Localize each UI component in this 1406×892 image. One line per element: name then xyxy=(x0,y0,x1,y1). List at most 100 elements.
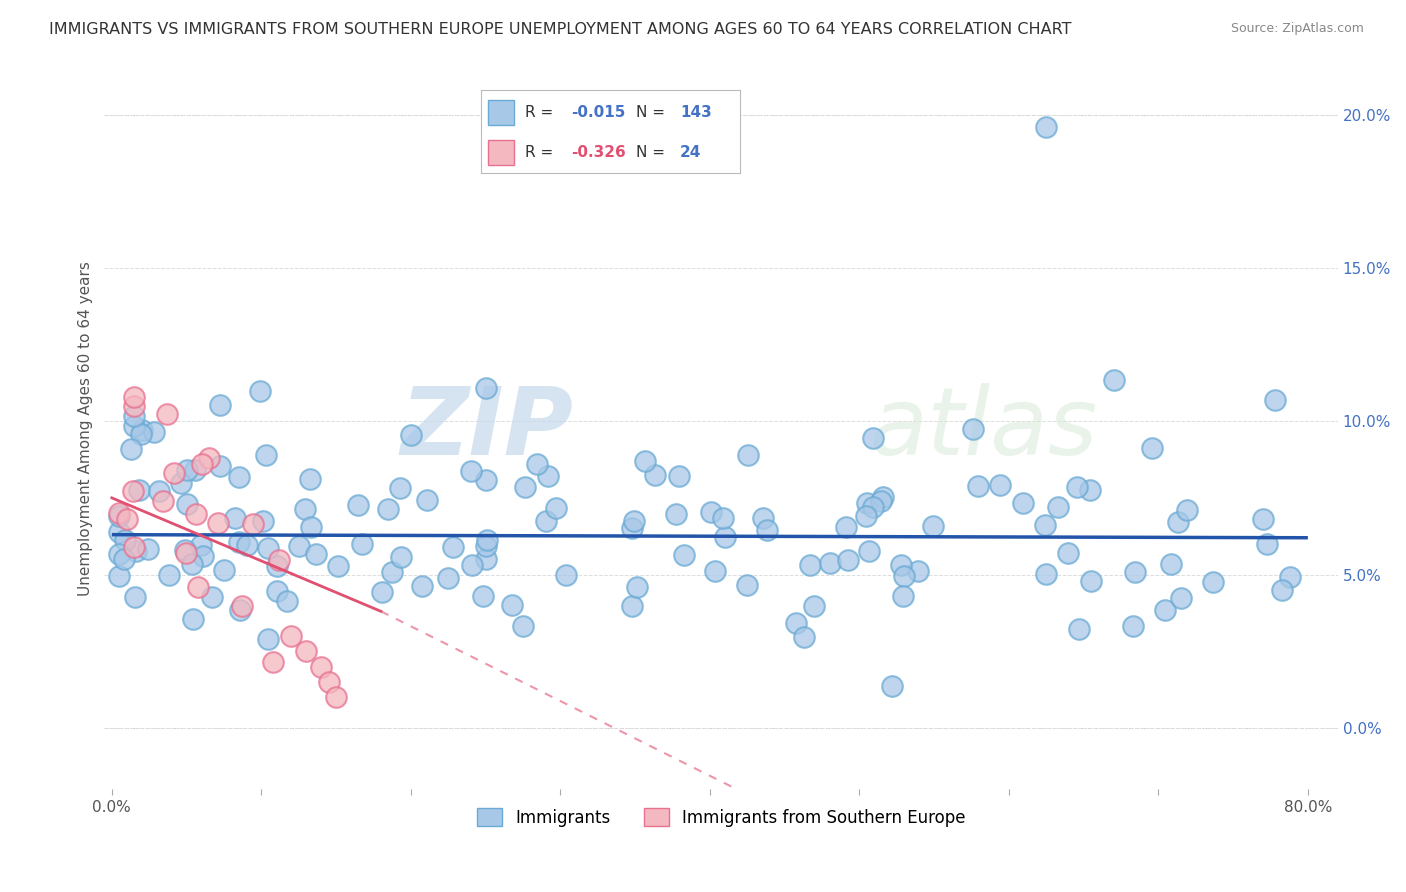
Point xyxy=(143,425,166,439)
Point xyxy=(626,580,648,594)
Point xyxy=(411,579,433,593)
Text: ZIP: ZIP xyxy=(401,383,574,475)
Point xyxy=(441,541,464,555)
Point xyxy=(288,539,311,553)
Point xyxy=(1160,557,1182,571)
Point xyxy=(644,467,666,482)
Point xyxy=(962,422,984,436)
Point xyxy=(228,469,250,483)
Point xyxy=(157,568,180,582)
Point xyxy=(124,399,146,413)
Point xyxy=(1078,483,1101,497)
Point xyxy=(236,537,259,551)
Point xyxy=(1256,537,1278,551)
Point xyxy=(214,563,236,577)
Point xyxy=(536,514,558,528)
Point xyxy=(474,381,496,395)
Point xyxy=(711,510,734,524)
Point xyxy=(471,590,494,604)
Point xyxy=(665,507,688,521)
Point xyxy=(862,500,884,515)
Point xyxy=(513,480,536,494)
Point xyxy=(858,544,880,558)
Point xyxy=(181,557,204,571)
Point xyxy=(112,552,135,566)
Point xyxy=(381,565,404,579)
Point xyxy=(252,514,274,528)
Point xyxy=(108,506,131,520)
Point xyxy=(198,451,221,466)
Point xyxy=(318,674,340,689)
Point xyxy=(176,463,198,477)
Point xyxy=(893,568,915,582)
Point xyxy=(501,599,523,613)
Point xyxy=(231,599,253,613)
Point xyxy=(475,533,498,547)
Point xyxy=(1056,545,1078,559)
Point xyxy=(437,571,460,585)
Point xyxy=(299,472,322,486)
Point xyxy=(309,659,332,673)
Point xyxy=(224,511,246,525)
Point xyxy=(276,594,298,608)
Point xyxy=(416,493,439,508)
Point xyxy=(128,483,150,497)
Point xyxy=(389,482,412,496)
Point xyxy=(1080,574,1102,589)
Point xyxy=(907,564,929,578)
Point xyxy=(108,524,131,539)
Point xyxy=(262,656,284,670)
Point xyxy=(174,543,197,558)
Point xyxy=(191,457,214,471)
Legend: Immigrants, Immigrants from Southern Europe: Immigrants, Immigrants from Southern Eur… xyxy=(468,800,974,835)
Point xyxy=(191,549,214,563)
Point xyxy=(785,616,807,631)
Text: IMMIGRANTS VS IMMIGRANTS FROM SOUTHERN EUROPE UNEMPLOYMENT AMONG AGES 60 TO 64 Y: IMMIGRANTS VS IMMIGRANTS FROM SOUTHERN E… xyxy=(49,22,1071,37)
Point xyxy=(228,535,250,549)
Text: Source: ZipAtlas.com: Source: ZipAtlas.com xyxy=(1230,22,1364,36)
Point xyxy=(1140,441,1163,455)
Point xyxy=(148,484,170,499)
Point xyxy=(737,578,759,592)
Point xyxy=(299,520,322,534)
Point xyxy=(544,500,567,515)
Point xyxy=(401,428,423,442)
Point xyxy=(176,498,198,512)
Point xyxy=(267,553,290,567)
Point xyxy=(305,547,328,561)
Point xyxy=(460,464,482,478)
Point xyxy=(228,603,250,617)
Point xyxy=(1264,392,1286,407)
Point xyxy=(187,580,209,594)
Point xyxy=(370,584,392,599)
Point xyxy=(869,493,891,508)
Point xyxy=(350,536,373,550)
Point xyxy=(242,517,264,532)
Point xyxy=(124,590,146,604)
Point xyxy=(1167,515,1189,529)
Point xyxy=(115,512,138,526)
Point xyxy=(988,478,1011,492)
Point xyxy=(668,469,690,483)
Point xyxy=(737,448,759,462)
Point xyxy=(633,454,655,468)
Point xyxy=(756,523,779,537)
Point xyxy=(1067,623,1090,637)
Point xyxy=(209,458,232,473)
Point xyxy=(803,599,825,614)
Point xyxy=(1251,512,1274,526)
Point xyxy=(266,584,288,599)
Point xyxy=(186,507,208,521)
Point xyxy=(201,590,224,604)
Point xyxy=(880,680,903,694)
Point xyxy=(820,556,842,570)
Point xyxy=(295,644,318,658)
Point xyxy=(704,564,727,578)
Point xyxy=(460,558,482,572)
Point xyxy=(526,458,548,472)
Point xyxy=(1170,591,1192,605)
Point xyxy=(1066,480,1088,494)
Point xyxy=(536,468,558,483)
Point xyxy=(325,690,347,705)
Point xyxy=(1154,603,1177,617)
